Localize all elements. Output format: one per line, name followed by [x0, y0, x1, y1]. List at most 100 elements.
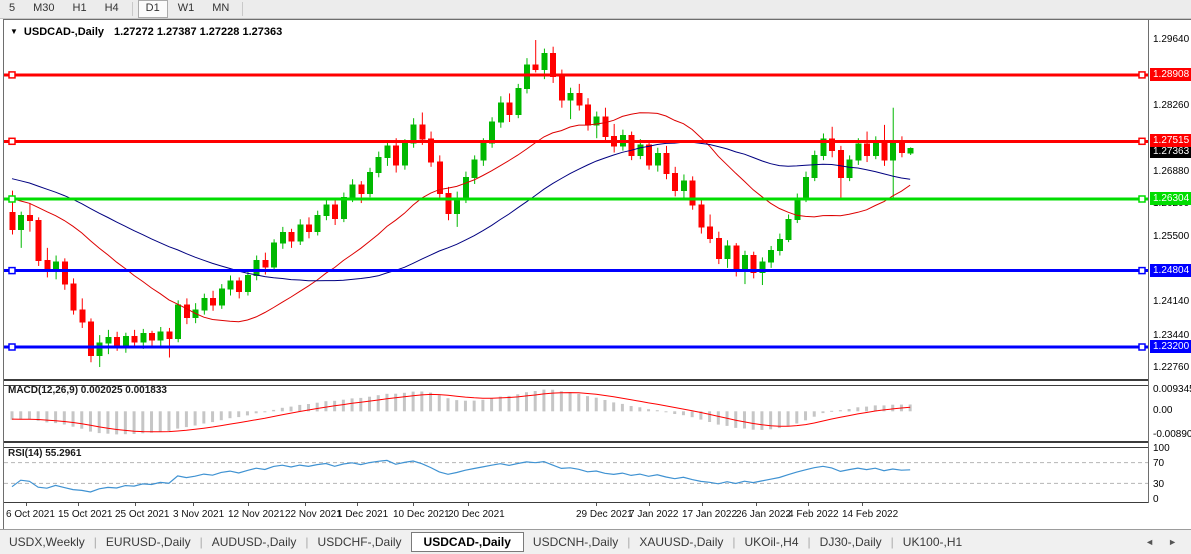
candle-up — [785, 214, 792, 243]
time-tick-label: 12 Nov 2021 — [228, 509, 285, 520]
hline-1.24804[interactable] — [4, 266, 1148, 275]
hline-handle[interactable] — [8, 266, 16, 275]
hline-handle[interactable] — [1138, 71, 1146, 79]
macd-histogram-bar — [664, 411, 668, 413]
symbol-tabbar: USDX,Weekly | EURUSD-,Daily | AUDUSD-,Daily |… — [0, 529, 1191, 554]
tab-ukoil-h4[interactable]: UKOil-,H4 — [744, 535, 799, 549]
tab-usdx-weekly[interactable]: USDX,Weekly — [9, 535, 85, 549]
tab-dj30-daily[interactable]: DJ30-,Daily — [819, 535, 882, 549]
macd-histogram-bar — [577, 393, 581, 412]
hline-handle[interactable] — [8, 71, 16, 79]
macd-histogram-bar — [167, 411, 171, 431]
candle-up — [454, 191, 461, 227]
candle-down — [305, 217, 312, 239]
current-price-badge: 1.27363 — [1150, 145, 1191, 158]
hline-handle[interactable] — [1138, 343, 1146, 351]
macd-label: MACD(12,26,9) 0.002025 0.001833 — [8, 385, 167, 396]
tab-divider: | — [732, 535, 736, 549]
time-tick-label: 29 Dec 2021 — [576, 509, 633, 520]
hline-handle[interactable] — [1138, 195, 1146, 203]
hline-1.23200[interactable] — [4, 343, 1148, 351]
macd-histogram-bar — [655, 410, 659, 412]
pane-splitter[interactable] — [4, 379, 1148, 386]
toolbar-separator — [242, 2, 244, 16]
candle-up — [741, 250, 748, 285]
time-tick — [702, 503, 703, 506]
hline-handle[interactable] — [1138, 266, 1146, 275]
hline-handle[interactable] — [1138, 137, 1146, 146]
tab-scroll-left-icon[interactable]: ◄ — [1145, 537, 1155, 547]
macd-histogram-bar — [812, 411, 816, 417]
timeframe-button-mn[interactable]: MN — [212, 2, 230, 14]
timeframe-button-m30[interactable]: M30 — [33, 2, 55, 14]
hline-1.28908[interactable] — [4, 71, 1148, 79]
timeframe-button-h1[interactable]: H1 — [72, 2, 87, 14]
rsi-axis-label: 30 — [1153, 479, 1165, 490]
hline-price-badge: 1.28908 — [1150, 68, 1191, 81]
candle-up — [157, 326, 164, 348]
timeframe-button-d1[interactable]: D1 — [137, 0, 168, 18]
rsi-label: RSI(14) 55.2961 — [8, 448, 82, 459]
macd-histogram-bar — [490, 398, 494, 412]
macd-histogram-bar — [437, 395, 441, 412]
hline-handle[interactable] — [8, 343, 16, 351]
price-tick-label: 1.29640 — [1153, 34, 1190, 45]
timeframe-button-w1[interactable]: W1 — [177, 2, 195, 14]
macd-histogram-bar — [237, 411, 241, 418]
macd-histogram-bar — [36, 411, 40, 421]
macd-histogram-bar — [856, 407, 860, 412]
macd-histogram-bar — [158, 411, 162, 432]
tab-divider: | — [305, 535, 309, 549]
hline-price-badge: 1.26304 — [1150, 192, 1191, 205]
candle-up — [367, 167, 374, 198]
candle-down — [44, 247, 51, 278]
timeframe-button-5[interactable]: 5 — [9, 2, 16, 14]
tab-usdcad-daily[interactable]: USDCAD-,Daily — [410, 532, 524, 552]
hline-handle[interactable] — [8, 137, 16, 146]
tab-usdcnh-daily[interactable]: USDCNH-,Daily — [532, 535, 619, 549]
macd-histogram-bar — [638, 407, 642, 412]
macd-histogram-bar — [245, 411, 249, 416]
candle-up — [680, 174, 687, 201]
candle-up — [122, 332, 129, 353]
tab-eurusd-daily[interactable]: EURUSD-,Daily — [105, 535, 191, 549]
tab-xauusd-daily[interactable]: XAUUSD-,Daily — [639, 535, 724, 549]
ma-slow-line — [11, 141, 911, 282]
macd-histogram-bar — [289, 406, 293, 412]
time-tick — [248, 503, 249, 506]
time-tick-label: 4 Feb 2022 — [788, 509, 839, 520]
macd-histogram-bar — [742, 411, 746, 429]
hline-1.27515[interactable] — [4, 137, 1148, 146]
pane-splitter[interactable] — [4, 441, 1148, 448]
candle-down — [611, 123, 618, 153]
macd-histogram-bar — [716, 411, 720, 425]
candle-down — [87, 318, 94, 363]
time-axis-border — [4, 502, 1148, 503]
time-tick — [862, 503, 863, 506]
macd-histogram-bar — [141, 411, 145, 434]
chart-dropdown-icon[interactable]: ▼ — [10, 27, 18, 36]
macd-histogram-bar — [19, 411, 23, 420]
hline-handle[interactable] — [8, 195, 16, 203]
macd-axis-min: -0.008903 — [1153, 429, 1191, 440]
tab-usdchf-daily[interactable]: USDCHF-,Daily — [317, 535, 402, 549]
timeframe-button-h4[interactable]: H4 — [104, 2, 119, 14]
candle-down — [393, 138, 400, 173]
tab-scroll-right-icon[interactable]: ► — [1168, 537, 1177, 547]
time-tick — [808, 503, 809, 506]
tab-uk100-h1[interactable]: UK100-,H1 — [902, 535, 963, 549]
hline-1.26304[interactable] — [4, 195, 1148, 203]
rsi-axis-label: 0 — [1153, 494, 1159, 505]
macd-histogram-bar — [219, 411, 223, 421]
hline-price-badge: 1.23200 — [1150, 340, 1191, 353]
tab-audusd-daily[interactable]: AUDUSD-,Daily — [211, 535, 297, 549]
time-tick-label: 25 Oct 2021 — [115, 509, 170, 520]
time-tick — [468, 503, 469, 506]
macd-histogram-bar — [411, 391, 415, 412]
time-tick — [756, 503, 757, 506]
candle-up — [18, 211, 25, 248]
macd-histogram-bar — [263, 411, 267, 413]
macd-histogram-bar — [516, 394, 520, 412]
candle-down — [35, 217, 42, 266]
candle-down — [210, 290, 217, 311]
